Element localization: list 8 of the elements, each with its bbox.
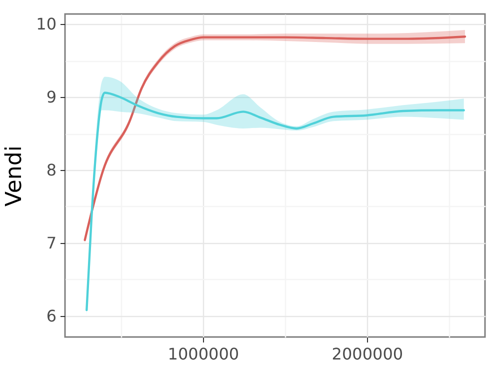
x-tick-label: 1000000 (168, 344, 240, 364)
y-tick-label: 10 (36, 14, 56, 34)
y-tick-label: 6 (46, 306, 56, 326)
y-tick-label: 8 (46, 160, 56, 180)
y-tick-label: 9 (46, 88, 56, 107)
y-tick-label: 7 (46, 233, 56, 252)
x-tick-label: 2000000 (332, 344, 404, 364)
y-axis-title: Vendi (2, 146, 28, 206)
